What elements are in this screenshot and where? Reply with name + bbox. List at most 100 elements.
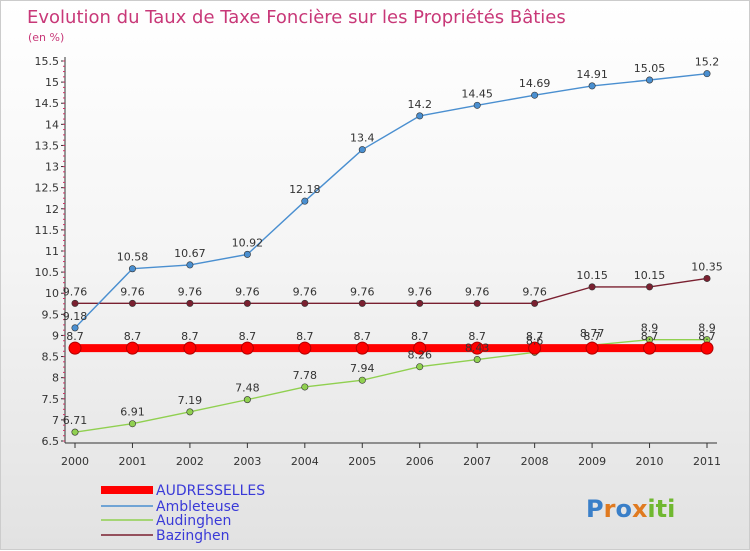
data-label: 8.7 (124, 330, 142, 343)
data-label: 9.76 (120, 285, 145, 298)
axes: 6.5 7 7.5 8 8.5 9 9.5 10 10.5 11 11.5 12 12.5 13 13.5 1… (35, 55, 722, 468)
data-point-audresselles (700, 341, 714, 355)
x-tick-label: 2009 (578, 455, 606, 468)
data-point-bazinghen (531, 299, 539, 307)
y-tick-label: 15 (45, 76, 59, 89)
y-tick-label: 13.5 (35, 139, 60, 152)
data-point-bazinghen (588, 283, 596, 291)
data-point-audinghen (186, 408, 194, 416)
data-label: 8.6 (526, 334, 544, 347)
data-point-ambleteuse (703, 70, 711, 78)
data-label: 10.67 (174, 247, 206, 260)
data-label: 9.76 (178, 285, 203, 298)
data-point-ambleteuse (646, 76, 654, 84)
data-label: 10.35 (691, 260, 723, 273)
data-point-ambleteuse (416, 112, 424, 120)
data-point-ambleteuse (186, 261, 194, 269)
data-label: 10.58 (117, 251, 149, 264)
data-label: 7.19 (178, 394, 203, 407)
data-label: 15.2 (695, 56, 720, 69)
data-label: 10.92 (232, 236, 264, 249)
data-point-audresselles (183, 341, 197, 355)
y-tick-label: 10 (45, 287, 59, 300)
data-point-audresselles (643, 341, 657, 355)
y-tick-label: 11.5 (35, 224, 60, 237)
x-tick-label: 2008 (521, 455, 549, 468)
data-label: 6.71 (63, 414, 88, 427)
x-tick-label: 2001 (118, 455, 146, 468)
data-label: 8.26 (407, 349, 432, 362)
x-tick-label: 2010 (636, 455, 664, 468)
data-point-ambleteuse (301, 197, 309, 205)
data-label: 9.76 (407, 285, 432, 298)
series-line-bazinghen (75, 277, 708, 305)
data-point-ambleteuse (531, 91, 539, 99)
y-tick-label: 12 (45, 203, 59, 216)
data-label: 6.91 (120, 406, 145, 419)
data-labels: 8.7 8.7 8.7 8.7 8.7 8.7 8.7 8.7 8.7 8.7 8.7 8.7 9.18… (63, 56, 723, 427)
data-label: 15.05 (634, 62, 666, 75)
data-label: 9.76 (350, 285, 375, 298)
data-label: 8.7 (641, 330, 659, 343)
data-label: 7.78 (293, 369, 318, 382)
data-label: 7.94 (350, 362, 375, 375)
data-label: 14.2 (407, 98, 432, 111)
legend-label-audresselles: AUDRESSELLES (156, 483, 265, 499)
data-point-bazinghen (186, 299, 194, 307)
x-tick-label: 2007 (463, 455, 491, 468)
data-label: 14.91 (576, 68, 608, 81)
x-tick-label: 2005 (348, 455, 376, 468)
data-label: 13.4 (350, 132, 375, 145)
proxiti-logo: Proxiti (586, 495, 675, 523)
data-point-audinghen (128, 420, 136, 428)
data-label: 14.69 (519, 77, 551, 90)
data-label: 8.7 (354, 330, 372, 343)
data-point-bazinghen (243, 299, 251, 307)
y-tick-label: 12.5 (35, 182, 60, 195)
data-label: 8.7 (526, 330, 544, 343)
data-point-audinghen (358, 376, 366, 384)
data-label: 8.7 (239, 330, 257, 343)
data-point-audresselles (68, 341, 82, 355)
y-tick-label: 8.5 (42, 351, 60, 364)
data-point-ambleteuse (128, 265, 136, 273)
data-point-audinghen (243, 396, 251, 404)
series-lines (74, 72, 708, 433)
data-label: 8.9 (641, 322, 659, 335)
data-point-ambleteuse (243, 250, 251, 258)
y-tick-label: 8 (52, 372, 59, 385)
y-tick-label: 14 (45, 118, 59, 131)
data-point-bazinghen (703, 274, 711, 282)
x-tick-label: 2000 (61, 455, 89, 468)
y-tick-label: 10.5 (35, 266, 60, 279)
data-label: 8.9 (698, 322, 716, 335)
data-point-bazinghen (301, 299, 309, 307)
y-tick-label: 11 (45, 245, 59, 258)
legend-label-audinghen: Audinghen (156, 513, 231, 529)
series-points (68, 70, 714, 436)
data-point-bazinghen (128, 299, 136, 307)
data-label: 10.15 (576, 269, 608, 282)
series-line-audinghen (74, 338, 707, 433)
data-point-audresselles (125, 341, 139, 355)
chart-subtitle: (en %) (28, 31, 64, 44)
y-tick-label: 7.5 (42, 393, 60, 406)
data-label: 9.76 (235, 285, 260, 298)
data-point-bazinghen (358, 299, 366, 307)
data-label: 8.7 (181, 330, 199, 343)
data-label: 7.48 (235, 382, 260, 395)
y-tick-label: 14.5 (35, 97, 60, 110)
y-tick-label: 13 (45, 161, 59, 174)
y-tick-label: 9.5 (42, 308, 60, 321)
chart-title: Evolution du Taux de Taxe Foncière sur l… (27, 7, 566, 28)
y-tick-label: 6.5 (42, 435, 60, 448)
x-tick-label: 2006 (406, 455, 434, 468)
data-label: 8.43 (465, 342, 490, 355)
data-label: 9.18 (63, 310, 88, 323)
legend-label-ambleteuse: Ambleteuse (156, 499, 240, 515)
data-point-audresselles (240, 341, 254, 355)
data-label: 9.76 (465, 285, 490, 298)
